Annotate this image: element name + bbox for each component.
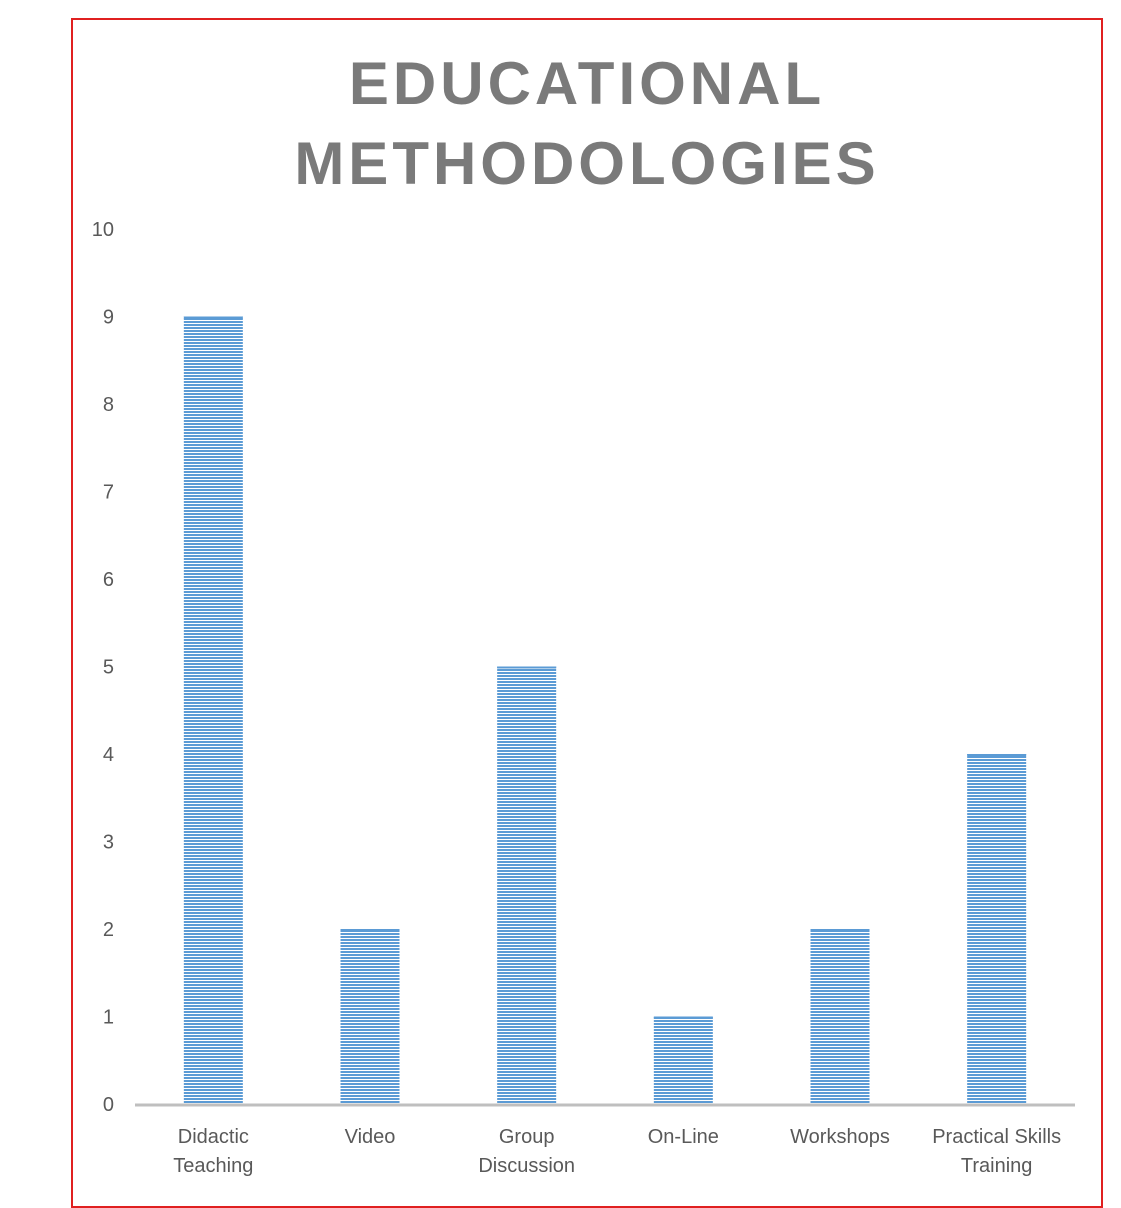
x-tick-label-line: Workshops [790, 1126, 890, 1148]
x-tick-label-line: Group [499, 1126, 555, 1148]
y-tick-label: 5 [103, 657, 114, 679]
y-tick-label: 6 [103, 569, 114, 591]
x-tick-label: Didactic Teaching [173, 1126, 253, 1177]
x-tick-label-line: Didactic [178, 1126, 249, 1148]
x-tick-label: Group Discussion [478, 1126, 575, 1177]
x-tick-label-line: Video [345, 1126, 396, 1148]
y-tick-label: 0 [103, 1094, 114, 1116]
bar [340, 929, 400, 1104]
bar-top-edge [497, 666, 557, 669]
x-tick-label: Workshops [790, 1126, 890, 1148]
y-axis-ticks: 0 1 2 3 4 5 6 7 8 9 10 [92, 219, 114, 1116]
x-tick-label: On-Line [648, 1126, 719, 1148]
y-tick-label: 8 [103, 394, 114, 416]
bar [653, 1016, 713, 1104]
y-tick-label: 3 [103, 832, 114, 854]
chart-title-line-2: METHODOLOGIES [294, 130, 880, 197]
x-tick-label: Practical Skills Training [932, 1126, 1061, 1177]
bar-top-edge [653, 1016, 713, 1019]
bar-top-edge [340, 929, 400, 931]
chart-title: EDUCATIONAL METHODOLOGIES [71, 44, 1103, 204]
x-tick-label-line: Discussion [478, 1155, 575, 1177]
y-tick-label: 9 [103, 307, 114, 329]
chart-frame [71, 18, 1103, 1208]
x-tick-label-line: On-Line [648, 1126, 719, 1148]
bar [497, 666, 557, 1104]
bars [183, 316, 1027, 1104]
y-tick-label: 2 [103, 919, 114, 941]
x-tick-label: Video [345, 1126, 396, 1148]
x-axis-ticks: Didactic Teaching Video Group Discussion On-L… [173, 1126, 1061, 1177]
bar-top-edge [183, 316, 243, 319]
bar [810, 929, 870, 1104]
y-tick-label: 4 [103, 744, 114, 766]
y-tick-label: 7 [103, 482, 114, 504]
bar-top-edge [810, 929, 870, 931]
x-tick-label-line: Teaching [173, 1155, 253, 1177]
bar [967, 754, 1027, 1104]
chart-title-line-1: EDUCATIONAL [348, 50, 826, 117]
bar [183, 316, 243, 1104]
bar-top-edge [967, 754, 1027, 756]
y-tick-label: 1 [103, 1007, 114, 1029]
y-tick-label: 10 [92, 219, 114, 241]
x-tick-label-line: Practical Skills [932, 1126, 1061, 1148]
x-tick-label-line: Training [961, 1155, 1033, 1177]
